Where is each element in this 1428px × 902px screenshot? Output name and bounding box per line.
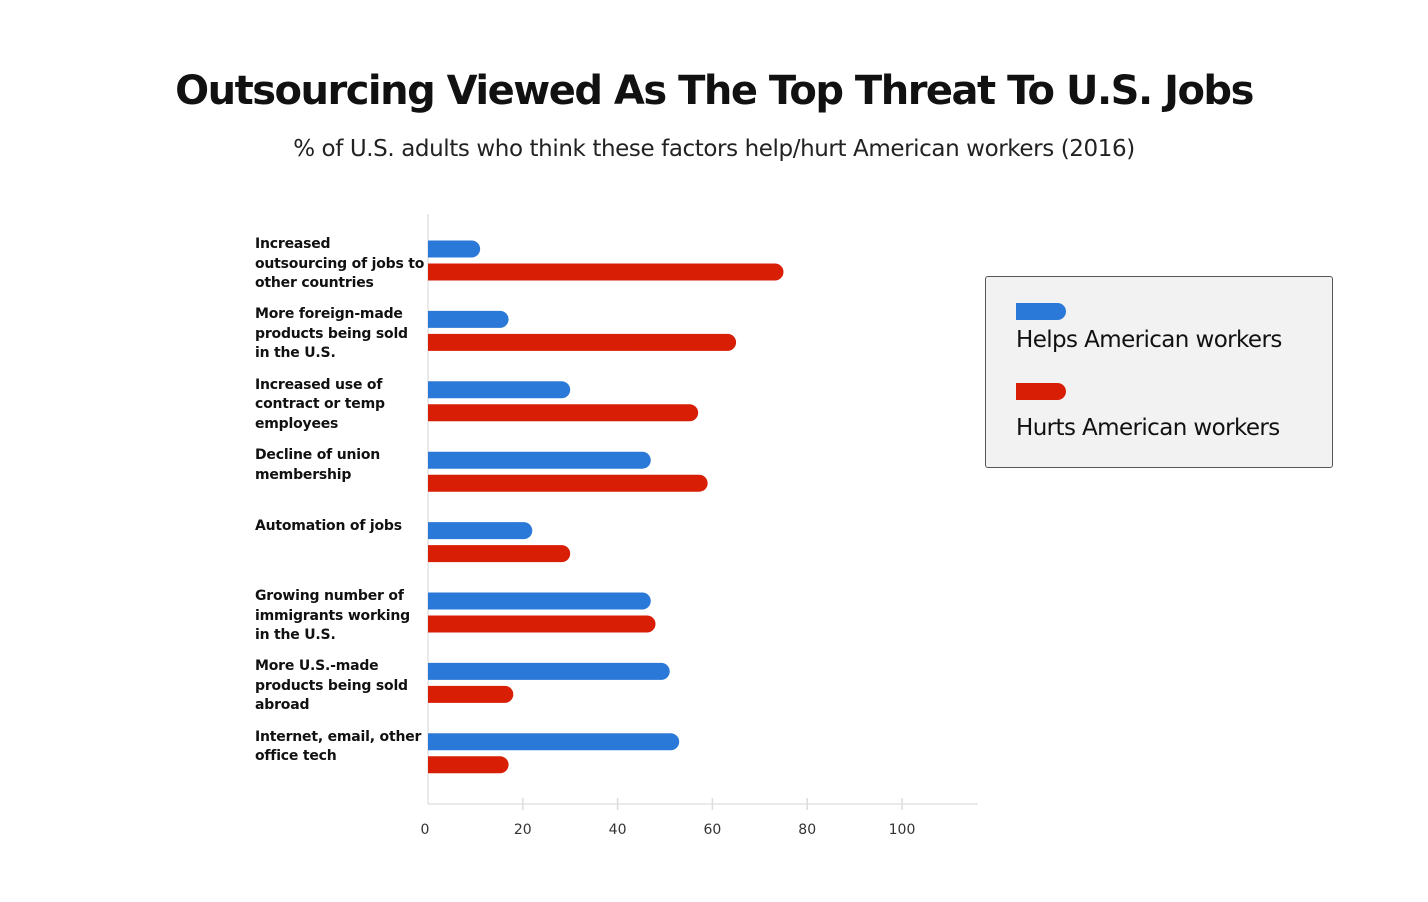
legend: Helps American workers Hurts American wo… bbox=[985, 276, 1333, 468]
helps-bar bbox=[428, 451, 651, 469]
hurts-bar bbox=[428, 263, 784, 281]
hurts-bar bbox=[428, 756, 509, 774]
helps-bar bbox=[428, 662, 670, 680]
category-label: Growing number of immigrants working in … bbox=[255, 588, 410, 643]
category-label: Decline of union membership bbox=[255, 447, 381, 483]
x-tick-label: 40 bbox=[609, 822, 627, 838]
chart-subtitle: % of U.S. adults who think these factors… bbox=[293, 136, 1135, 162]
hurts-bar bbox=[428, 545, 571, 563]
x-tick-label: 60 bbox=[703, 822, 721, 838]
category-label: More U.S.-made products being sold abroa… bbox=[255, 658, 408, 714]
helps-bar bbox=[428, 522, 533, 540]
category-label: Increased use of contract or temp employ… bbox=[255, 376, 385, 432]
helps-bar bbox=[427, 733, 680, 751]
legend-label-hurts: Hurts American workers bbox=[1016, 415, 1280, 441]
hurts-bar bbox=[428, 404, 699, 422]
x-tick-label: 20 bbox=[514, 822, 532, 838]
hurts-bar bbox=[427, 333, 737, 351]
legend-swatch-hurts bbox=[1016, 383, 1066, 400]
helps-bar bbox=[428, 240, 481, 258]
helps-bar bbox=[428, 381, 571, 399]
helps-bar bbox=[428, 310, 509, 328]
chart-title: Outsourcing Viewed As The Top Threat To … bbox=[175, 68, 1254, 114]
hurts-bar bbox=[428, 615, 656, 633]
category-label: Internet, email, other office tech bbox=[255, 728, 422, 765]
legend-swatch-helps bbox=[1016, 303, 1066, 320]
category-label: Automation of jobs bbox=[255, 517, 402, 534]
category-label: More foreign-made products being sold in… bbox=[255, 306, 408, 362]
hurts-bar bbox=[428, 474, 708, 492]
x-tick-label: 100 bbox=[889, 822, 916, 838]
hurts-bar bbox=[428, 685, 514, 703]
helps-bar bbox=[428, 592, 651, 610]
x-tick-label: 80 bbox=[798, 822, 816, 838]
category-label: Increased outsourcing of jobs to other c… bbox=[255, 236, 425, 291]
x-tick-label: 0 bbox=[421, 822, 430, 838]
legend-label-helps: Helps American workers bbox=[1016, 327, 1282, 353]
